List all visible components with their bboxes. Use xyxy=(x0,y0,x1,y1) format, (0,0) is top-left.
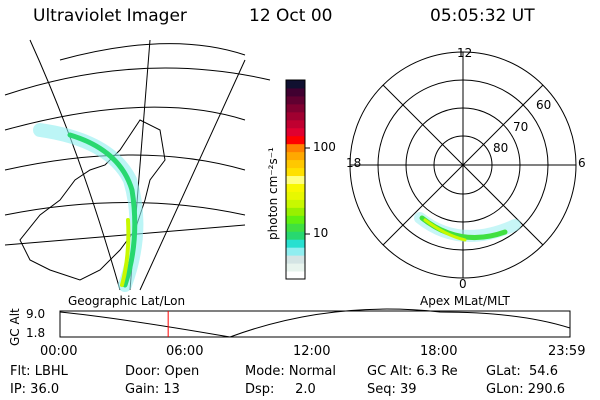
mlt-6: 6 xyxy=(578,156,586,170)
colorbar-swatch xyxy=(286,159,305,169)
polar-auroral-oval xyxy=(414,212,521,242)
time-tick: 18:00 xyxy=(420,344,458,359)
colorbar-swatch xyxy=(286,215,305,224)
colorbar-unit: photon cm⁻²s⁻¹ xyxy=(266,147,280,240)
mlat-80: 80 xyxy=(493,141,509,155)
colorbar-swatch xyxy=(286,135,305,145)
auroral-emission-map xyxy=(33,123,144,292)
geographic-map xyxy=(4,39,271,291)
colorbar-swatch xyxy=(286,207,305,216)
colorbar-swatch xyxy=(286,167,305,177)
filter-info: Flt: LBHL xyxy=(10,364,68,379)
colorbar-swatch xyxy=(286,199,305,208)
colorbar xyxy=(285,79,306,280)
colorbar-swatch xyxy=(286,127,305,137)
glat-info: GLat: 54.6 xyxy=(486,364,558,379)
colorbar-swatch xyxy=(286,111,305,121)
time-label: 05:05:32 UT xyxy=(430,6,535,26)
dsp-info: Dsp: 2.0 xyxy=(245,382,316,397)
colorbar-swatch xyxy=(286,183,305,192)
mlt-18: 18 xyxy=(346,156,362,170)
door-info: Door: Open xyxy=(125,364,200,379)
colorbar-swatch xyxy=(286,103,305,113)
gc-alt-info: GC Alt: 6.3 Re xyxy=(367,364,458,379)
colorbar-tick-10: 10 xyxy=(313,226,329,240)
alt-tick-low: 1.8 xyxy=(26,326,46,340)
colorbar-swatch xyxy=(286,271,305,280)
colorbar-swatch xyxy=(286,247,305,256)
colorbar-swatch xyxy=(286,80,305,89)
ip-info: IP: 36.0 xyxy=(10,382,60,397)
colorbar-swatch xyxy=(286,119,305,129)
colorbar-ticks xyxy=(305,147,310,235)
colorbar-swatch xyxy=(286,151,305,161)
mlt-12: 12 xyxy=(457,46,473,60)
colorbar-swatch xyxy=(286,223,305,232)
mode-info: Mode: Normal xyxy=(245,364,336,379)
gain-info: Gain: 13 xyxy=(125,382,180,397)
polar-plot xyxy=(349,51,577,279)
colorbar-swatch xyxy=(286,175,305,184)
colorbar-swatch xyxy=(286,231,305,240)
seq-info: Seq: 39 xyxy=(367,382,417,397)
alt-axis-label: GC Alt xyxy=(8,308,22,346)
mlt-0: 0 xyxy=(459,277,467,291)
time-tick: 06:00 xyxy=(166,344,204,359)
time-tick: 00:00 xyxy=(40,344,78,359)
glon-info: GLon: 290.6 xyxy=(486,382,566,397)
colorbar-swatch xyxy=(286,239,305,248)
colorbar-swatch xyxy=(286,143,305,153)
colorbar-swatch xyxy=(286,191,305,200)
mlat-60: 60 xyxy=(536,98,552,112)
instrument-title: Ultraviolet Imager xyxy=(33,6,187,26)
colorbar-swatch xyxy=(286,87,305,97)
altitude-curve xyxy=(59,308,571,338)
time-tick: 23:59 xyxy=(548,344,586,359)
colorbar-swatch xyxy=(286,263,305,272)
colorbar-swatch xyxy=(286,95,305,105)
geographic-title: Geographic Lat/Lon xyxy=(68,294,186,308)
apex-title: Apex MLat/MLT xyxy=(420,294,510,308)
date-label: 12 Oct 00 xyxy=(249,6,333,26)
altitude-plot-frame xyxy=(59,310,571,338)
time-tick: 12:00 xyxy=(293,344,331,359)
colorbar-swatch xyxy=(286,255,305,264)
alt-tick-high: 9.0 xyxy=(26,307,46,321)
mlat-70: 70 xyxy=(513,120,529,134)
colorbar-frame xyxy=(285,79,306,280)
colorbar-tick-100: 100 xyxy=(313,140,336,154)
